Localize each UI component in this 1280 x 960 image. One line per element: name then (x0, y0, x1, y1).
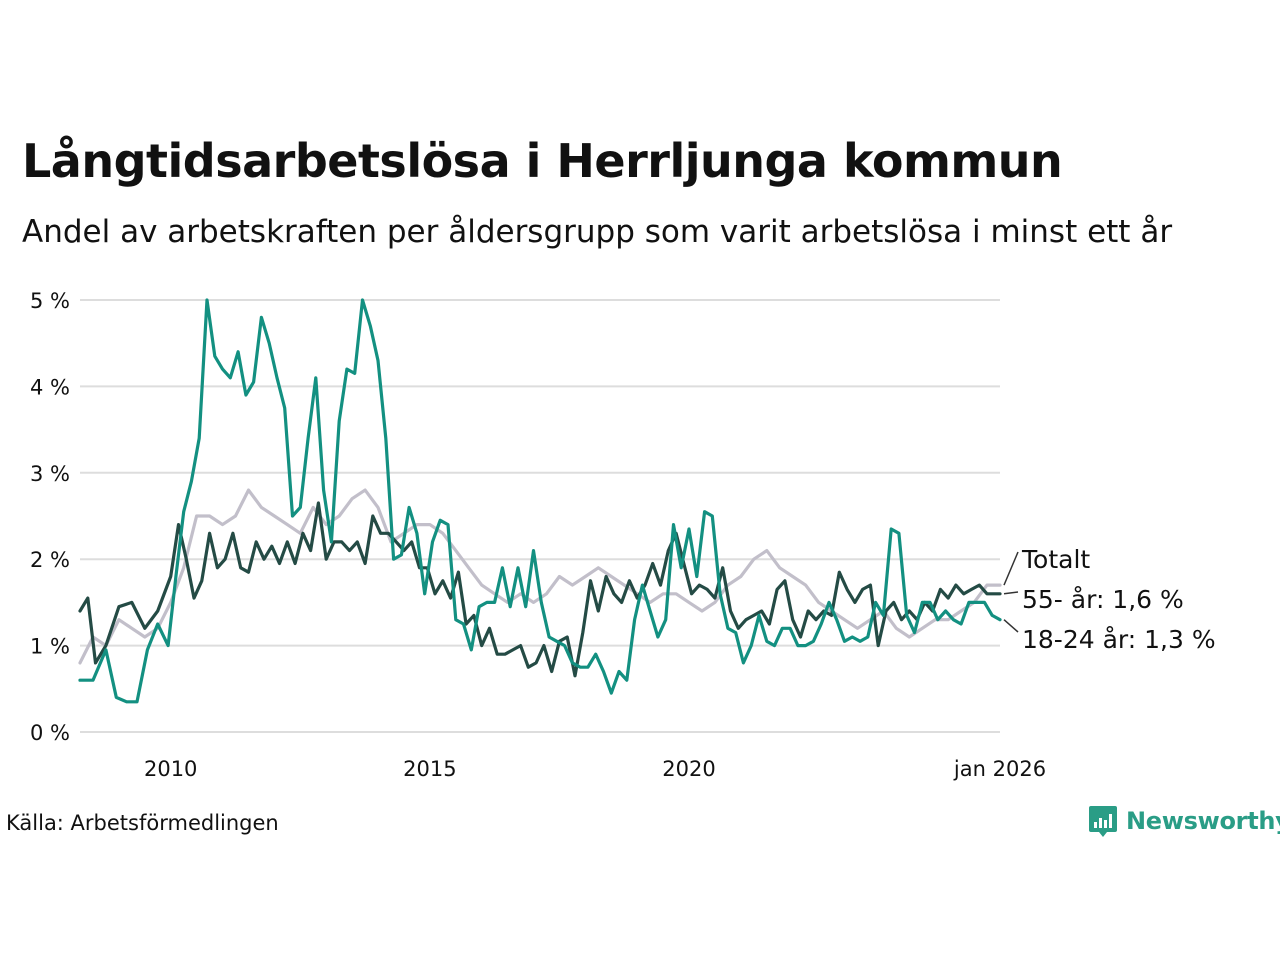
series-end-labels: Totalt 55- år: 1,6 % 18-24 år: 1,3 % (1003, 545, 1216, 654)
leader-line (1003, 591, 1019, 595)
x-tick-label: 2010 (144, 757, 197, 781)
y-tick-label: 4 % (30, 375, 70, 399)
chart-title: Långtidsarbetslösa i Herrljunga kommun (22, 134, 1063, 188)
x-tick-label: 2015 (403, 757, 456, 781)
series-line-2 (78, 298, 1002, 704)
series-line-1 (78, 501, 1002, 678)
y-tick-label: 2 % (30, 548, 70, 572)
y-tick-label: 0 % (30, 721, 70, 745)
chart-subtitle: Andel av arbetskraften per åldersgrupp s… (22, 214, 1173, 250)
y-tick-label: 3 % (30, 462, 70, 486)
leader-line (1003, 619, 1019, 633)
series-end-label: 18-24 år: 1,3 % (1022, 625, 1216, 654)
series-line-0 (78, 488, 1002, 665)
leader-line (1003, 551, 1019, 586)
series-end-label: 55- år: 1,6 % (1022, 585, 1184, 614)
y-tick-label: 5 % (30, 289, 70, 313)
x-tick-label: jan 2026 (953, 757, 1046, 781)
series-lines (78, 298, 1002, 704)
y-tick-label: 1 % (30, 635, 70, 659)
series-end-label: Totalt (1021, 545, 1090, 574)
x-axis-labels: 2010 2015 2020 jan 2026 (144, 757, 1046, 781)
y-axis-labels: 0 % 1 % 2 % 3 % 4 % 5 % (30, 289, 70, 745)
brand-name: Newsworthy (1126, 807, 1280, 835)
x-tick-label: 2020 (662, 757, 715, 781)
source-note: Källa: Arbetsförmedlingen (6, 811, 279, 835)
brand-logo: Newsworthy (1088, 804, 1280, 838)
newsworthy-logo-icon (1089, 806, 1117, 837)
grid-lines (80, 299, 1000, 733)
